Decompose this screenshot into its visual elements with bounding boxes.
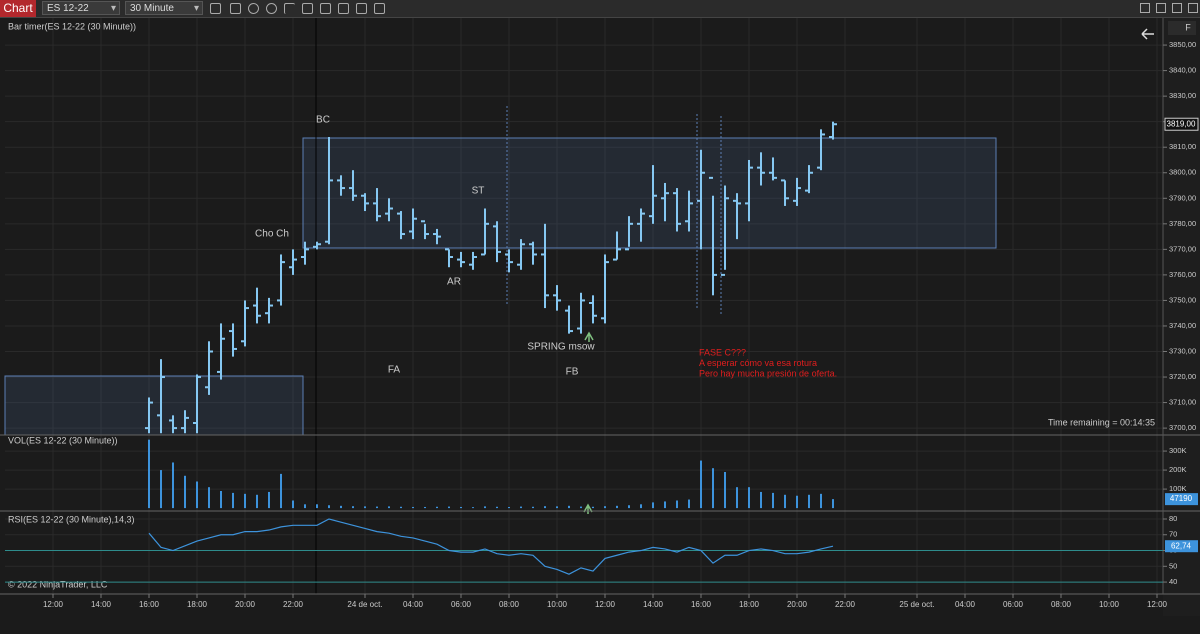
tool-icon[interactable] — [338, 3, 349, 14]
time-remaining: Time remaining = 00:14:35 — [1048, 417, 1155, 427]
last-value-box — [1165, 540, 1198, 553]
tool-icon[interactable] — [374, 3, 385, 14]
close-button[interactable] — [1188, 3, 1198, 13]
restore-button[interactable] — [1172, 3, 1182, 13]
x-tick-label: 16:00 — [691, 600, 712, 609]
x-tick-label: 22:00 — [835, 600, 856, 609]
tool-icon[interactable] — [210, 3, 221, 14]
x-tick-label: 12:00 — [1147, 600, 1168, 609]
x-tick-label: 20:00 — [787, 600, 808, 609]
y-tick-label: 3740,00 — [1169, 321, 1196, 330]
x-tick-label: 06:00 — [1003, 600, 1024, 609]
y-tick-label: 3840,00 — [1169, 66, 1196, 75]
y-tick-label: 3700,00 — [1169, 423, 1196, 432]
zoom-out-icon[interactable] — [266, 3, 277, 14]
x-tick-label: 18:00 — [187, 600, 208, 609]
y-tick-label: 3720,00 — [1169, 372, 1196, 381]
x-tick-label: 14:00 — [91, 600, 112, 609]
x-tick-label: 14:00 — [643, 600, 664, 609]
x-tick-label: 25 de oct. — [899, 600, 934, 609]
x-tick-label: 12:00 — [595, 600, 616, 609]
note: Pero hay mucha presión de oferta. — [699, 368, 837, 378]
f-button-label: F — [1185, 22, 1191, 32]
x-tick-label: 18:00 — [739, 600, 760, 609]
x-tick-label: 22:00 — [283, 600, 304, 609]
zoom-in-icon[interactable] — [248, 3, 259, 14]
crosshair-icon[interactable] — [284, 3, 295, 14]
x-tick-label: 12:00 — [43, 600, 64, 609]
rsi-line — [148, 518, 834, 575]
y-tick-label: 40 — [1169, 577, 1177, 586]
y-tick-label: 300K — [1169, 446, 1187, 455]
x-tick-label: 04:00 — [955, 600, 976, 609]
arrow-marker — [584, 331, 594, 342]
copyright: © 2022 NinjaTrader, LLC — [8, 579, 108, 589]
chart-area: F Bar timer(ES 12-22 (30 Minute)) VOL(ES… — [0, 18, 1200, 616]
y-tick-label: 100K — [1169, 484, 1187, 493]
y-tick-label: 200K — [1169, 465, 1187, 474]
x-tick-label: 20:00 — [235, 600, 256, 609]
x-tick-label: 10:00 — [1099, 600, 1120, 609]
y-tick-label: 3850,00 — [1169, 40, 1196, 49]
y-tick-label: 3800,00 — [1169, 168, 1196, 177]
x-tick-label: 24 de oct. — [347, 600, 382, 609]
annotation: ST — [472, 186, 485, 197]
y-tick-label: 3760,00 — [1169, 270, 1196, 279]
tool-icon[interactable] — [302, 3, 313, 14]
annotation: Cho Ch — [255, 229, 289, 240]
last-price-label: 3819,00 — [1167, 119, 1196, 128]
arrow-marker — [583, 503, 593, 514]
y-tick-label: 50 — [1169, 561, 1177, 570]
tool-icon[interactable] — [356, 3, 367, 14]
maximize-button[interactable] — [1156, 3, 1166, 13]
panel-title: Bar timer(ES 12-22 (30 Minute)) — [8, 21, 136, 31]
last-value-label: 62,74 — [1171, 541, 1192, 550]
panel-title: VOL(ES 12-22 (30 Minute)) — [8, 435, 118, 445]
last-price-box — [1164, 117, 1199, 131]
x-tick-label: 10:00 — [547, 600, 568, 609]
back-arrow[interactable] — [1141, 28, 1154, 40]
y-tick-label: 3810,00 — [1169, 142, 1196, 151]
panel-title: RSI(ES 12-22 (30 Minute),14,3) — [8, 514, 135, 524]
y-tick-label: 3780,00 — [1169, 219, 1196, 228]
y-tick-label: 3730,00 — [1169, 346, 1196, 355]
x-tick-label: 06:00 — [451, 600, 472, 609]
y-tick-label: 3830,00 — [1169, 91, 1196, 100]
y-tick-label: 70 — [1169, 530, 1177, 539]
y-tick-label: 3750,00 — [1169, 295, 1196, 304]
last-value-label: 47190 — [1170, 494, 1193, 503]
annotation: AR — [447, 277, 461, 288]
annotation: FB — [566, 367, 579, 378]
range-box — [4, 375, 304, 436]
interval-select[interactable]: 30 Minute — [125, 1, 203, 16]
price-bars — [145, 121, 837, 434]
annotation: SPRING msow — [527, 342, 595, 353]
y-tick-label: 80 — [1169, 514, 1177, 523]
f-button[interactable] — [1168, 21, 1196, 35]
x-tick-label: 08:00 — [499, 600, 520, 609]
range-box — [302, 137, 997, 249]
note: A esperar cómo va esa rotura — [699, 358, 817, 368]
instrument-select[interactable]: ES 12-22 — [42, 1, 120, 16]
axis-background — [1163, 18, 1200, 616]
x-tick-label: 08:00 — [1051, 600, 1072, 609]
toolbar: Chart ES 12-22 30 Minute — [0, 0, 1200, 18]
annotation: BC — [316, 115, 330, 126]
tool-icon[interactable] — [320, 3, 331, 14]
last-value-box — [1165, 493, 1198, 506]
x-tick-label: 16:00 — [139, 600, 160, 609]
tool-icon[interactable] — [230, 3, 241, 14]
minimize-button[interactable] — [1140, 3, 1150, 13]
annotation: FA — [388, 365, 401, 376]
page: {"toolbar": {"tab": "Chart", "instrument… — [0, 0, 1200, 616]
y-tick-label: 3770,00 — [1169, 244, 1196, 253]
x-tick-label: 04:00 — [403, 600, 424, 609]
note: FASE C??? — [699, 347, 746, 357]
chart-tab[interactable]: Chart — [0, 0, 36, 17]
y-tick-label: 3710,00 — [1169, 398, 1196, 407]
y-tick-label: 3790,00 — [1169, 193, 1196, 202]
